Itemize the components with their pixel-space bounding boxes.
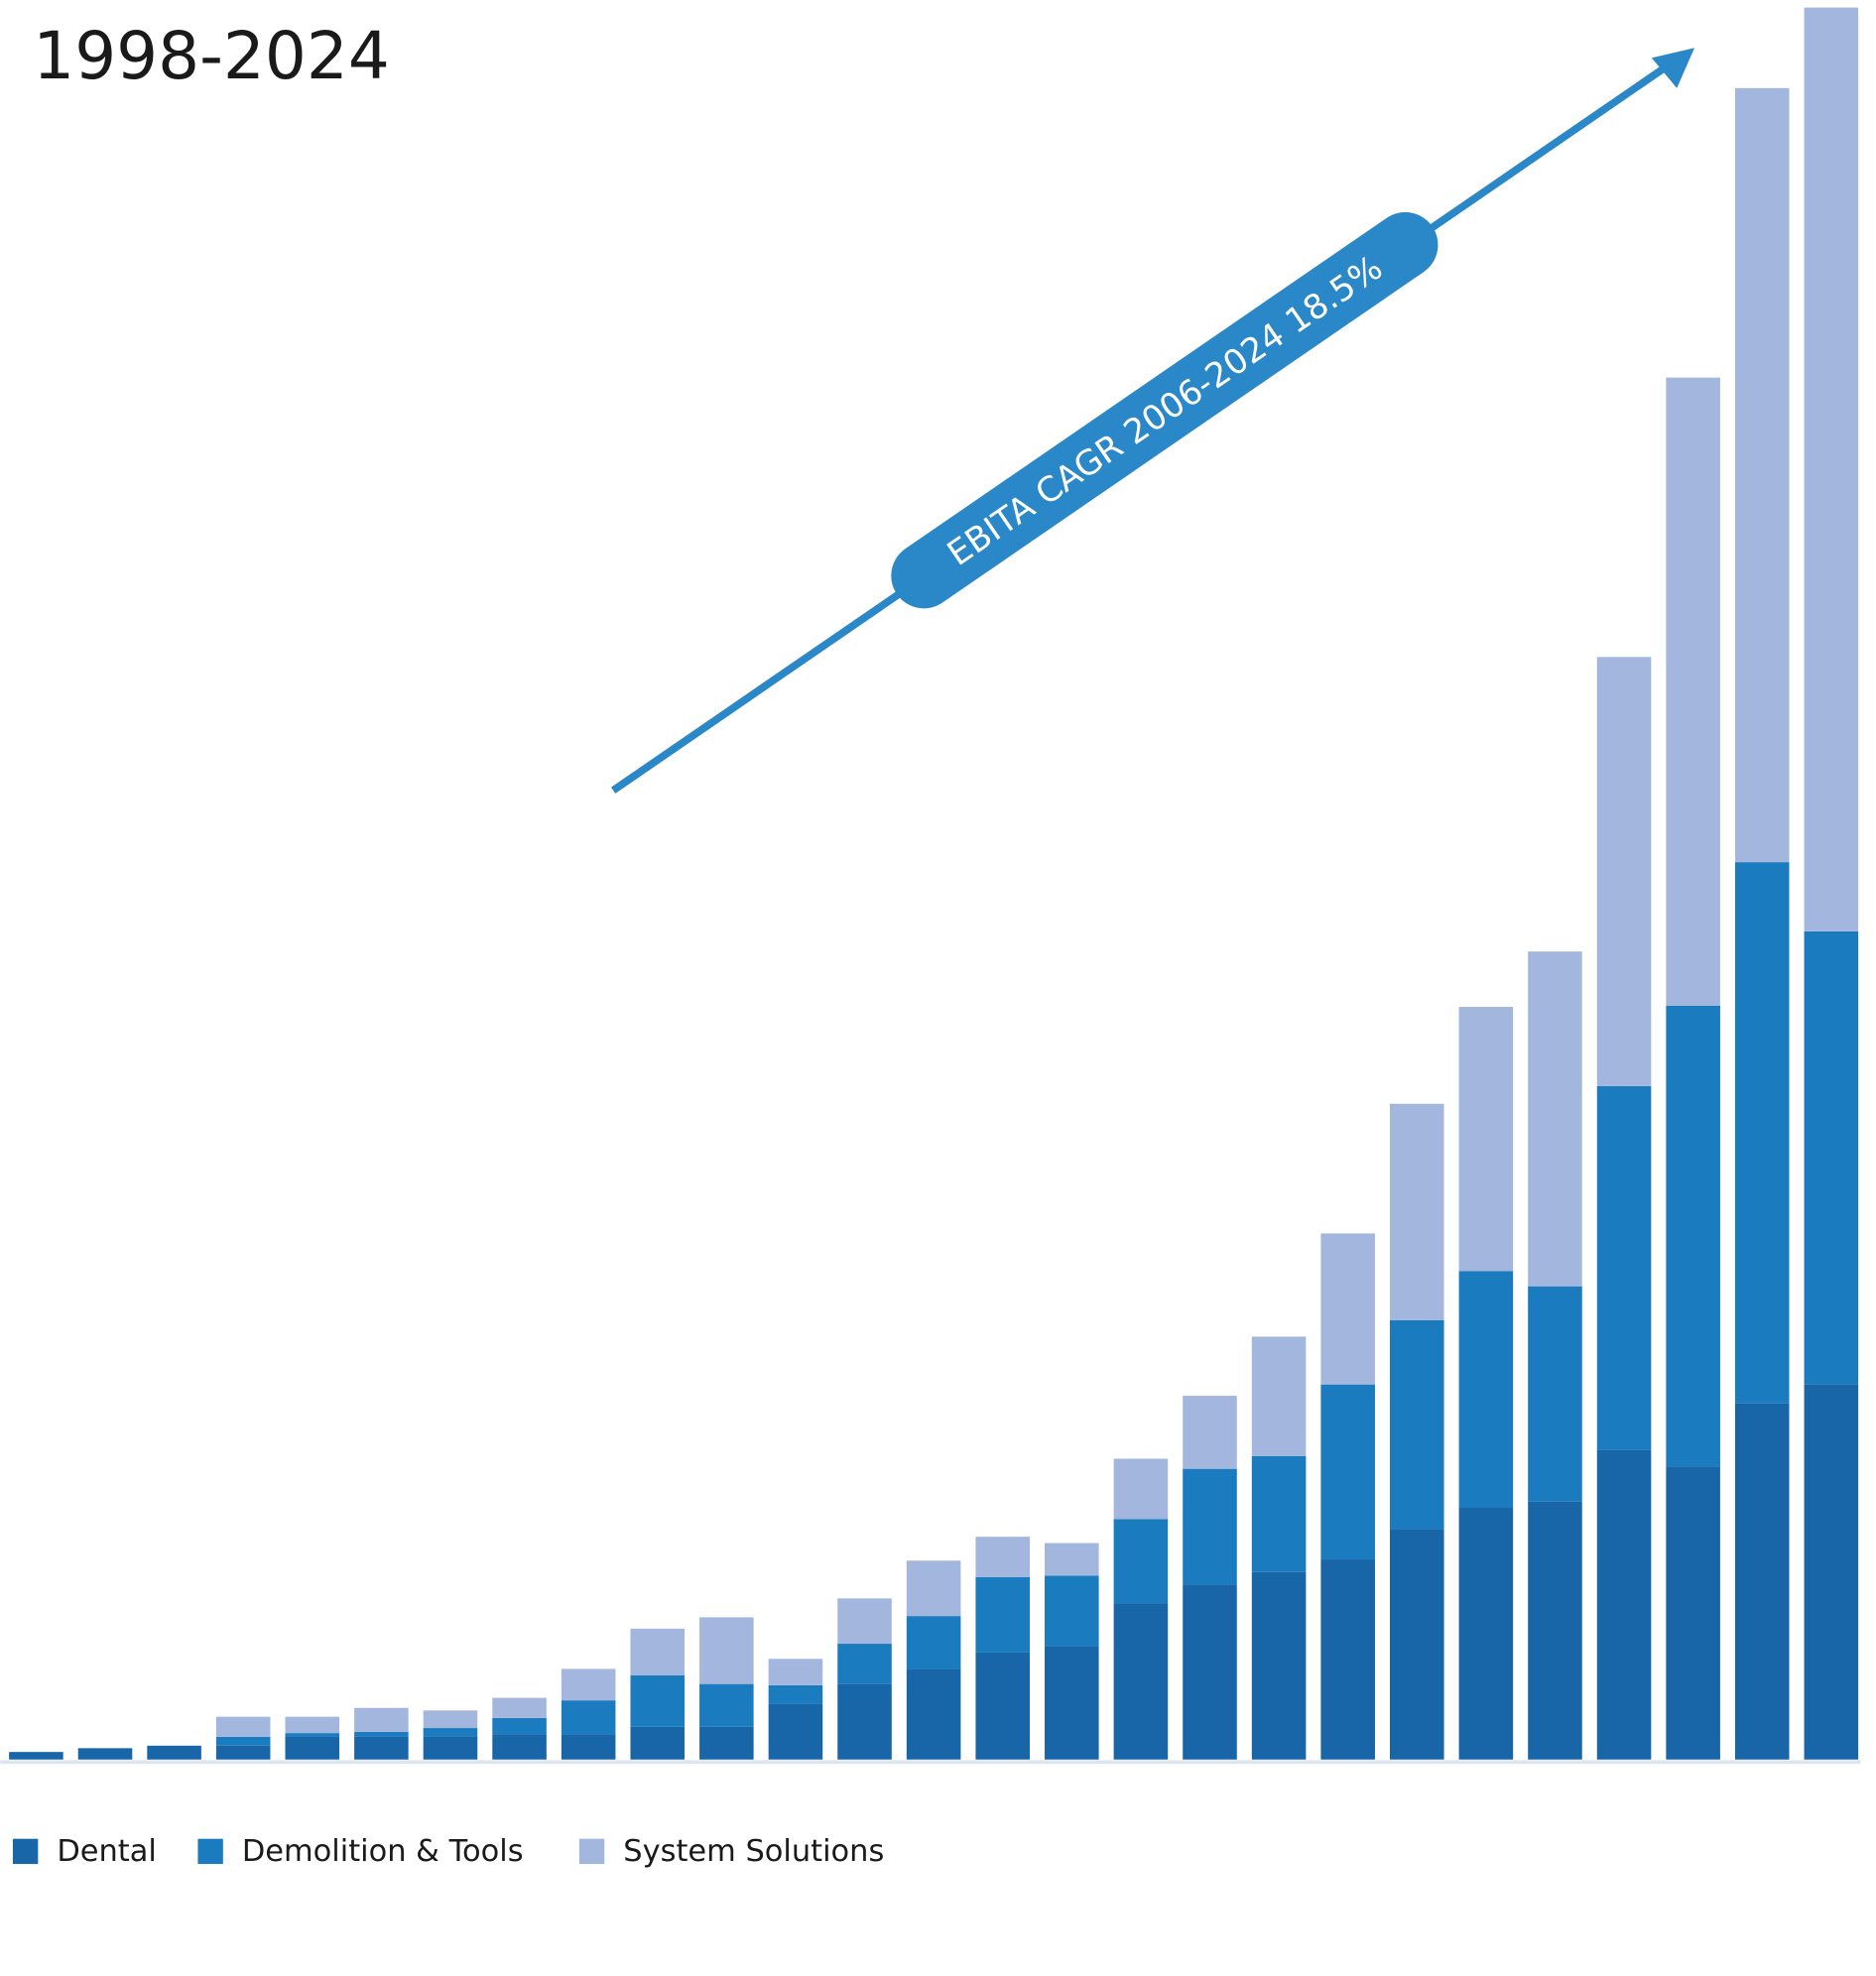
bar-segment [77, 1748, 133, 1760]
bar-segment [1389, 1103, 1444, 1320]
bar-segment [1389, 1319, 1444, 1530]
bar-segment [492, 1734, 547, 1760]
bar-segment [1734, 862, 1790, 1404]
bar-segment [1183, 1396, 1237, 1469]
bar-segment [837, 1683, 892, 1760]
bar-segment [1528, 1501, 1582, 1760]
bar-segment [285, 1733, 340, 1737]
bar-segment [1596, 657, 1652, 1086]
bar-segment [1804, 1384, 1859, 1760]
bar-segment [1804, 930, 1859, 1385]
bar-segment [768, 1684, 823, 1704]
bar-segment [699, 1726, 754, 1760]
bar-segment [1596, 1449, 1652, 1760]
bar-segment [1251, 1571, 1307, 1760]
bar-segment [630, 1674, 686, 1727]
bar-segment [1666, 1005, 1720, 1467]
badge [891, 211, 1438, 609]
bar-segment [768, 1703, 823, 1760]
bar-segment [354, 1731, 409, 1737]
bar-segment [147, 1745, 201, 1760]
bar-segment [1183, 1468, 1237, 1585]
arrow-head [1651, 48, 1695, 88]
bar-segment [1045, 1543, 1099, 1576]
bar-segment [1734, 1403, 1790, 1760]
bar-segment [423, 1736, 478, 1760]
annotation-badge: EBITA CAGR 2006-2024 18.5% [891, 211, 1438, 609]
bar-segment [561, 1668, 616, 1701]
bar-segment [837, 1644, 892, 1684]
bar-segment [768, 1659, 823, 1685]
bar-segment [1183, 1584, 1237, 1760]
bar-segment [492, 1717, 547, 1735]
bar-segment [1320, 1559, 1375, 1760]
bar-segment [1320, 1233, 1375, 1385]
bar-segment [423, 1710, 478, 1729]
bar-segment [561, 1700, 616, 1735]
legend-swatch [12, 1838, 39, 1865]
bar-segment [423, 1728, 478, 1737]
bar-segment [906, 1616, 961, 1669]
bar-segment [215, 1716, 271, 1737]
bar-segment [1458, 1271, 1514, 1509]
bar-segment [630, 1628, 686, 1675]
bar-segment [285, 1716, 340, 1734]
bar-segment [354, 1707, 409, 1732]
bar-segment [906, 1560, 961, 1617]
bar-segment [215, 1745, 271, 1760]
bar-segment [1045, 1575, 1099, 1647]
bar-segment [1045, 1646, 1099, 1760]
bar-segment [1458, 1007, 1514, 1272]
bar-segment [1804, 7, 1859, 931]
chart-title: 1998-2024 [33, 18, 390, 94]
legend-label: System Solutions [623, 1834, 884, 1869]
bar-segment [285, 1736, 340, 1760]
bar-segment [975, 1652, 1030, 1760]
bar-segment [215, 1736, 271, 1746]
bar-segment [1251, 1336, 1307, 1456]
bar-segment [1528, 951, 1582, 1287]
legend-label: Demolition & Tools [242, 1834, 524, 1869]
annotation: EBITA CAGR 2006-2024 18.5% [940, 248, 1390, 574]
bar-segment [699, 1683, 754, 1727]
bar-segment [975, 1576, 1030, 1653]
bar-segment [1389, 1529, 1444, 1760]
bar-segment [1666, 1466, 1720, 1760]
bar-segment [561, 1734, 616, 1760]
bar-segment [1666, 377, 1720, 1006]
bar-segment [354, 1736, 409, 1760]
legend-swatch [197, 1838, 223, 1865]
bar-segment [1528, 1286, 1582, 1502]
bar-segment [9, 1752, 63, 1760]
bar-segment [1251, 1455, 1307, 1572]
bar-segment [1734, 87, 1790, 863]
legend-label: Dental [57, 1834, 157, 1869]
bar-segment [630, 1726, 686, 1760]
legend-swatch [578, 1838, 605, 1865]
bar-segment [1596, 1085, 1652, 1450]
bar-segment [1113, 1458, 1169, 1520]
bar-segment [906, 1668, 961, 1760]
bar-segment [1458, 1508, 1514, 1760]
bar-segment [1113, 1603, 1169, 1760]
bar-segment [1320, 1384, 1375, 1560]
bar-segment [837, 1598, 892, 1645]
bar-segment [699, 1617, 754, 1684]
bar-segment [975, 1537, 1030, 1577]
bar-segment [1113, 1519, 1169, 1604]
bar-segment [492, 1697, 547, 1718]
